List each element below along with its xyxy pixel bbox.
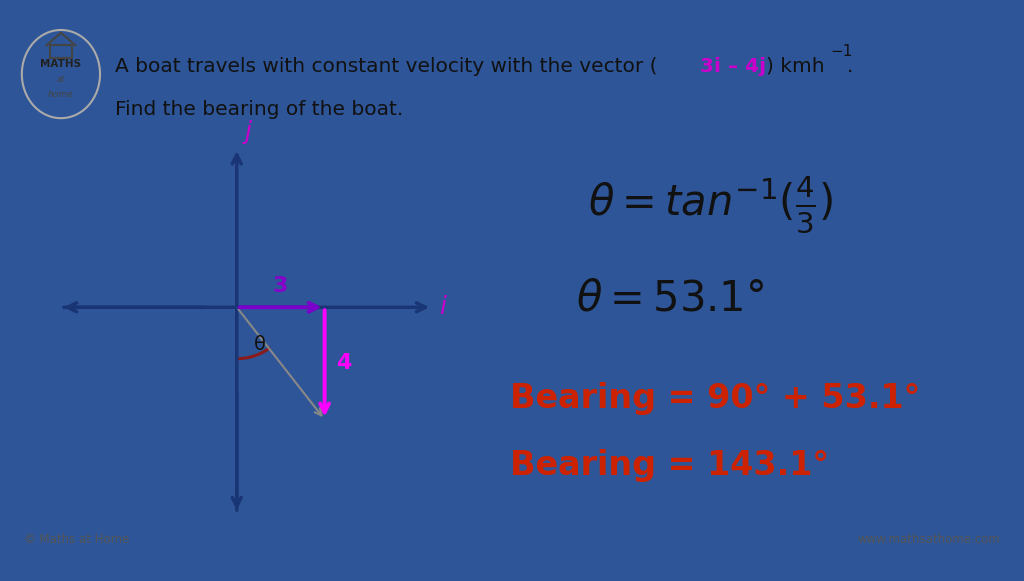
Text: 4: 4 [336, 353, 351, 374]
Text: θ: θ [254, 335, 266, 354]
Text: i: i [439, 295, 445, 320]
Text: Find the bearing of the boat.: Find the bearing of the boat. [115, 100, 403, 119]
Text: ) kmh: ) kmh [766, 57, 824, 76]
Text: www.mathsathome.com: www.mathsathome.com [857, 533, 1000, 546]
Text: Bearing = 143.1°: Bearing = 143.1° [510, 449, 829, 482]
Text: MATHS: MATHS [40, 59, 82, 70]
Text: © Maths at Home: © Maths at Home [24, 533, 129, 546]
Text: $\theta = tan^{-1}(\frac{4}{3})$: $\theta = tan^{-1}(\frac{4}{3})$ [588, 174, 834, 235]
Text: 3i – 4j: 3i – 4j [700, 57, 767, 76]
Text: A boat travels with constant velocity with the vector (: A boat travels with constant velocity wi… [115, 57, 657, 76]
Text: $\theta = 53.1°$: $\theta = 53.1°$ [577, 277, 765, 320]
Text: j: j [245, 120, 252, 144]
Text: at: at [56, 76, 66, 84]
Text: 3: 3 [273, 276, 289, 296]
Text: Bearing = 90° + 53.1°: Bearing = 90° + 53.1° [510, 382, 921, 415]
Text: home: home [48, 89, 74, 99]
Text: −1: −1 [830, 44, 853, 59]
Text: .: . [847, 57, 853, 76]
